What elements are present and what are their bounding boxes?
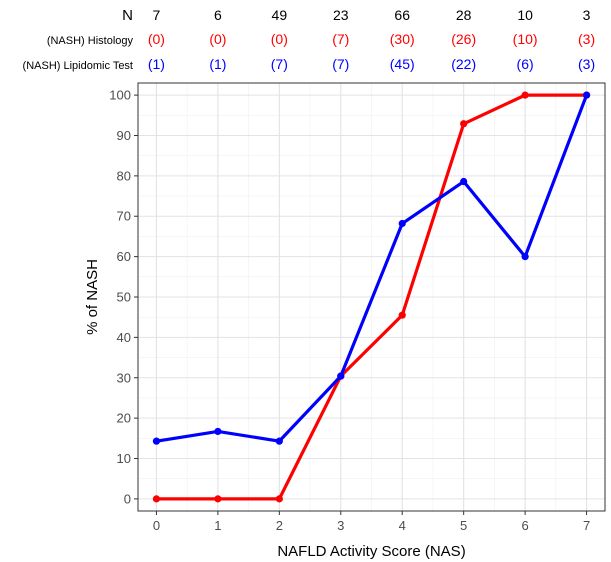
y-axis: 0 10 20 30 40 50 60 70 80 90 100 [109, 88, 138, 506]
header-count-value: (7) [332, 31, 349, 47]
header-count-value: (30) [390, 31, 415, 47]
header-count-value: 3 [583, 7, 591, 23]
series-point-histology [460, 120, 468, 128]
series-point-lipidomic [152, 437, 161, 445]
y-tick-label: 40 [117, 330, 131, 345]
x-tick-label: 6 [522, 518, 529, 533]
header-count-value: 28 [456, 7, 472, 23]
y-tick-label: 30 [117, 370, 131, 385]
y-tick-label: 100 [109, 88, 131, 103]
header-row-label: (NASH) Lipidomic Test [23, 60, 133, 72]
series-point-lipidomic [460, 177, 468, 186]
x-axis: 0 1 2 3 4 5 6 7 [153, 511, 590, 533]
count-header: N 7 6 49 23 66 28 10 3 (NASH) Histology (0) (0) (0) (… [23, 7, 596, 72]
series-point-histology [521, 91, 529, 99]
x-axis-title: NAFLD Activity Score (NAS) [277, 543, 465, 560]
grid-lines [138, 83, 605, 511]
header-count-value: (6) [517, 56, 534, 72]
header-count-value: (7) [332, 56, 349, 72]
series-point-lipidomic [337, 372, 345, 380]
series-line-lipidomic [154, 93, 589, 443]
series-line-histology [154, 93, 589, 501]
series-point-lipidomic [275, 437, 283, 445]
series-point-lipidomic [521, 253, 529, 261]
header-count-value: (22) [451, 56, 476, 72]
x-tick-label: 3 [337, 518, 344, 533]
y-tick-label: 20 [117, 411, 131, 426]
y-tick-label: 10 [117, 451, 131, 466]
series-layer [152, 91, 591, 503]
series-point-histology [275, 495, 283, 503]
series-point-histology [152, 495, 161, 503]
header-count-value: (0) [271, 31, 288, 47]
y-tick-label: 50 [117, 290, 131, 305]
header-count-value: (0) [148, 31, 165, 47]
x-tick-label: 1 [214, 518, 221, 533]
y-tick-label: 80 [117, 168, 131, 183]
header-count-value: (1) [148, 56, 165, 72]
header-count-value: (3) [578, 56, 595, 72]
header-row-label: N [122, 7, 133, 24]
x-tick-label: 4 [399, 518, 406, 533]
y-tick-label: 90 [117, 128, 131, 143]
series-point-lipidomic [582, 91, 591, 99]
header-count-value: 66 [394, 7, 410, 23]
y-tick-label: 60 [117, 249, 131, 264]
series-point-histology [398, 311, 406, 319]
x-tick-label: 7 [583, 518, 590, 533]
header-count-value: 6 [214, 7, 222, 23]
x-tick-label: 5 [460, 518, 467, 533]
series-point-lipidomic [214, 427, 222, 436]
header-count-value: 10 [517, 7, 533, 23]
header-count-value: (1) [209, 56, 226, 72]
y-tick-label: 70 [117, 209, 131, 224]
header-count-value: (10) [513, 31, 538, 47]
header-count-value: (0) [209, 31, 226, 47]
x-tick-label: 2 [276, 518, 283, 533]
header-count-value: (7) [271, 56, 288, 72]
series-point-histology [214, 495, 222, 503]
header-count-value: (3) [578, 31, 595, 47]
header-row-label: (NASH) Histology [47, 35, 134, 47]
y-axis-title: % of NASH [84, 259, 101, 335]
series-point-lipidomic [398, 219, 406, 228]
y-tick-label: 0 [124, 491, 131, 506]
x-tick-label: 0 [153, 518, 160, 533]
header-count-value: (26) [451, 31, 476, 47]
header-count-value: 23 [333, 7, 349, 23]
header-count-value: 49 [272, 7, 288, 23]
header-count-value: 7 [153, 7, 161, 23]
header-count-value: (45) [390, 56, 415, 72]
